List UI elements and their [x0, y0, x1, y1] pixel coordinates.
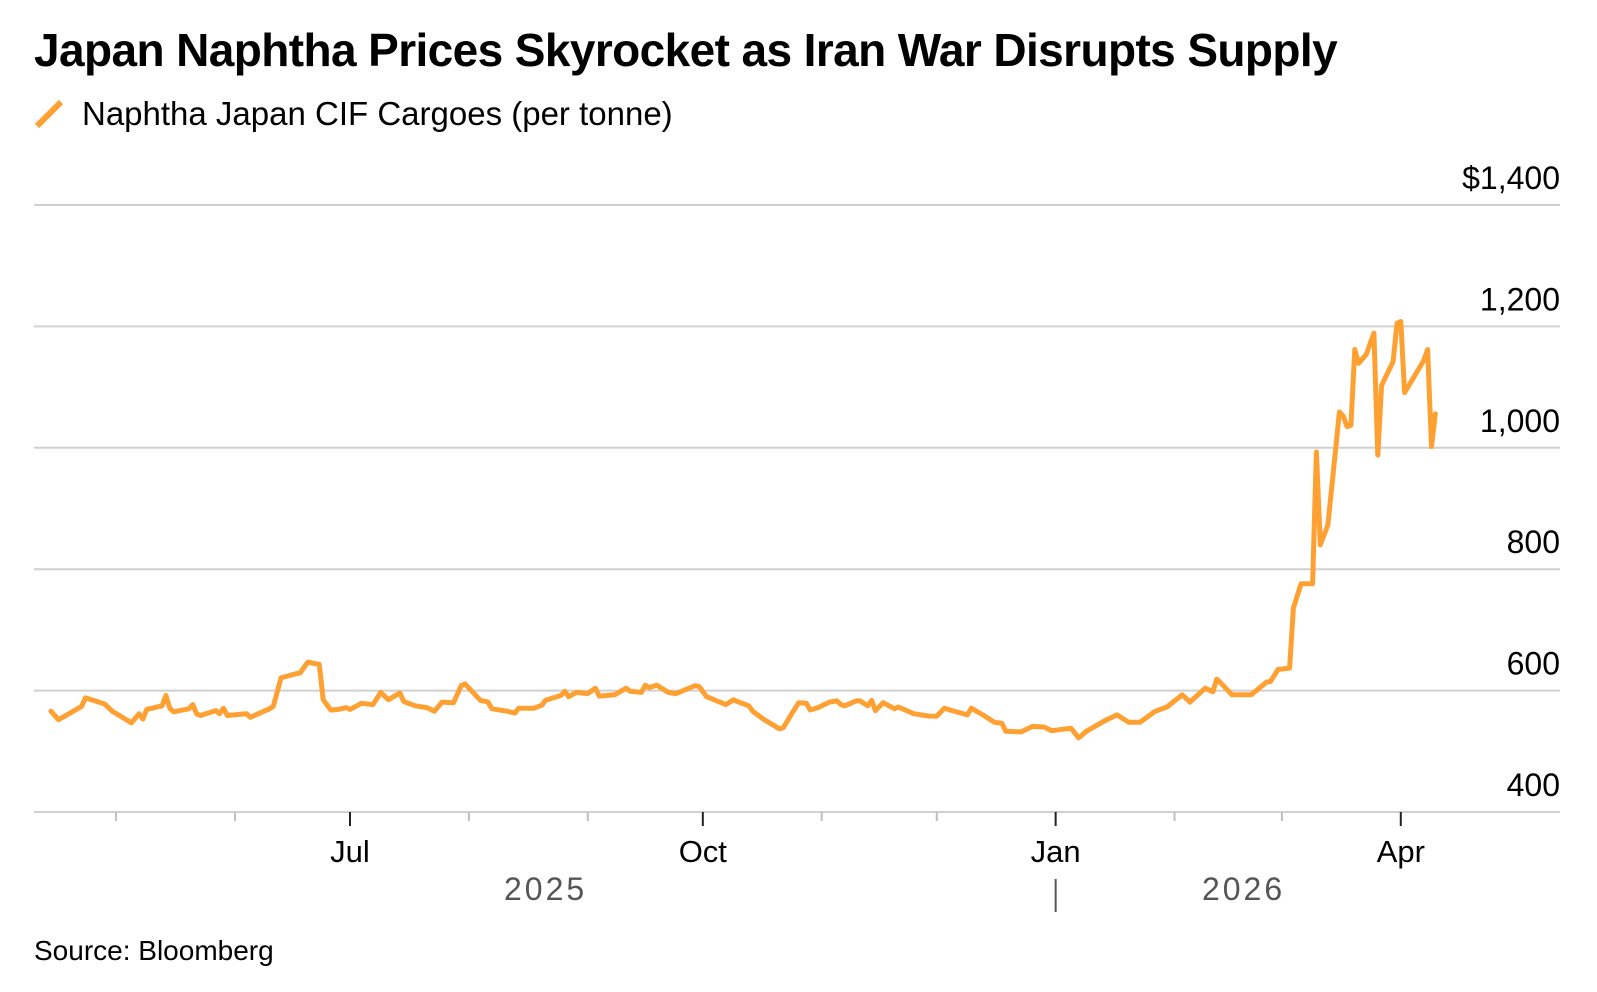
y-tick-label: 600 — [1507, 646, 1560, 682]
source-note: Source: Bloomberg — [34, 935, 274, 966]
series-line-naphtha — [48, 319, 1438, 741]
x-tick-label-apr: Apr — [1377, 834, 1425, 869]
year-label-2025: 2025 — [504, 871, 587, 907]
legend: Naphtha Japan CIF Cargoes (per tonne) — [34, 94, 673, 134]
series-layer — [48, 319, 1438, 741]
x-tick-label-jul: Jul — [330, 834, 370, 869]
y-axis-labels: 400 600 800 1,000 1,200 $1,400 — [1462, 160, 1560, 803]
legend-line-icon — [34, 99, 64, 129]
gridlines — [34, 204, 1560, 813]
y-tick-label: 1,000 — [1480, 403, 1560, 439]
y-tick-label: 800 — [1507, 524, 1560, 560]
y-tick-label: $1,400 — [1462, 160, 1560, 196]
year-label-2026: 2026 — [1202, 871, 1285, 907]
legend-label: Naphtha Japan CIF Cargoes (per tonne) — [82, 95, 673, 132]
y-tick-label: 1,200 — [1480, 281, 1560, 317]
chart-title: Japan Naphtha Prices Skyrocket as Iran W… — [34, 24, 1338, 76]
x-tick-label-oct: Oct — [679, 834, 728, 869]
y-tick-label: 400 — [1507, 767, 1560, 803]
x-tick-label-jan: Jan — [1031, 834, 1081, 869]
x-axis: Jul Oct Jan Apr 2025 2026 — [115, 812, 1425, 912]
